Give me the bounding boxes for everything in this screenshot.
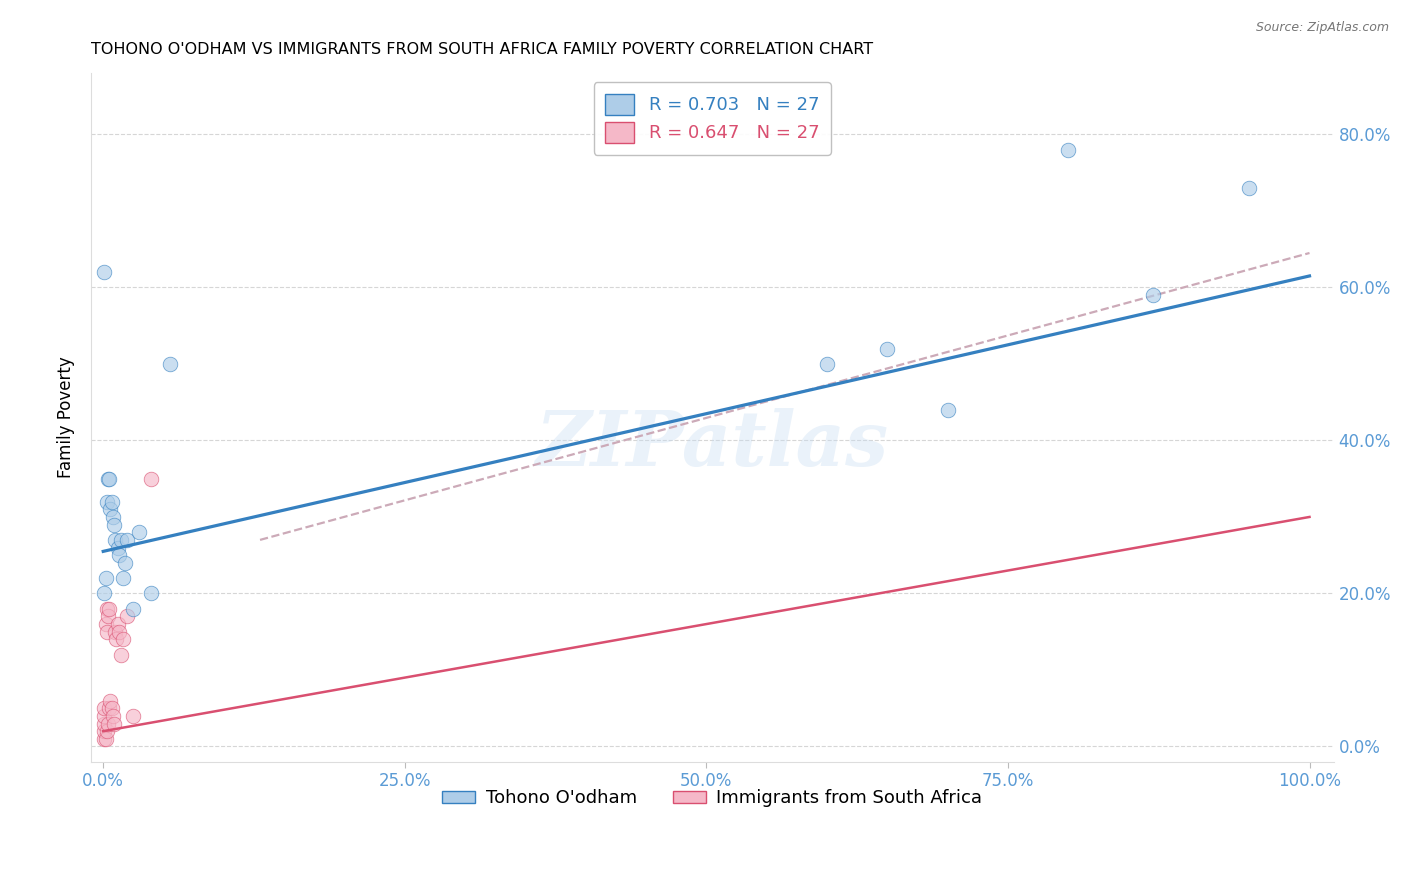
Point	[100, 502, 122, 516]
Point	[93, 265, 115, 279]
Point	[94, 617, 117, 632]
Point	[96, 624, 118, 639]
Point	[105, 632, 128, 647]
Point	[110, 648, 132, 662]
Point	[159, 357, 181, 371]
Point	[117, 533, 139, 547]
Text: ZIPatlas: ZIPatlas	[536, 408, 889, 482]
Point	[98, 701, 121, 715]
Point	[876, 342, 898, 356]
Point	[104, 624, 127, 639]
Point	[141, 586, 163, 600]
Point	[815, 357, 838, 371]
Point	[101, 510, 124, 524]
Point	[111, 571, 134, 585]
Point	[1057, 143, 1080, 157]
Point	[97, 472, 120, 486]
Point	[117, 609, 139, 624]
Text: TOHONO O'ODHAM VS IMMIGRANTS FROM SOUTH AFRICA FAMILY POVERTY CORRELATION CHART: TOHONO O'ODHAM VS IMMIGRANTS FROM SOUTH …	[91, 42, 873, 57]
Point	[93, 716, 115, 731]
Point	[936, 402, 959, 417]
Point	[100, 701, 122, 715]
Point	[1142, 288, 1164, 302]
Point	[1237, 181, 1260, 195]
Point	[93, 701, 115, 715]
Point	[94, 571, 117, 585]
Point	[94, 731, 117, 746]
Legend: Tohono O'odham, Immigrants from South Africa: Tohono O'odham, Immigrants from South Af…	[436, 782, 990, 814]
Point	[107, 541, 129, 555]
Point	[93, 724, 115, 739]
Point	[110, 533, 132, 547]
Point	[98, 601, 121, 615]
Point	[114, 556, 136, 570]
Point	[104, 533, 127, 547]
Point	[97, 609, 120, 624]
Point	[107, 617, 129, 632]
Point	[103, 716, 125, 731]
Y-axis label: Family Poverty: Family Poverty	[58, 357, 75, 478]
Point	[93, 586, 115, 600]
Text: Source: ZipAtlas.com: Source: ZipAtlas.com	[1256, 21, 1389, 34]
Point	[98, 472, 121, 486]
Point	[96, 724, 118, 739]
Point	[93, 731, 115, 746]
Point	[111, 632, 134, 647]
Point	[103, 517, 125, 532]
Point	[93, 709, 115, 723]
Point	[128, 525, 150, 540]
Point	[122, 709, 145, 723]
Point	[97, 716, 120, 731]
Point	[96, 494, 118, 508]
Point	[141, 472, 163, 486]
Point	[96, 601, 118, 615]
Point	[100, 494, 122, 508]
Point	[122, 601, 145, 615]
Point	[101, 709, 124, 723]
Point	[108, 548, 131, 562]
Point	[100, 693, 122, 707]
Point	[108, 624, 131, 639]
